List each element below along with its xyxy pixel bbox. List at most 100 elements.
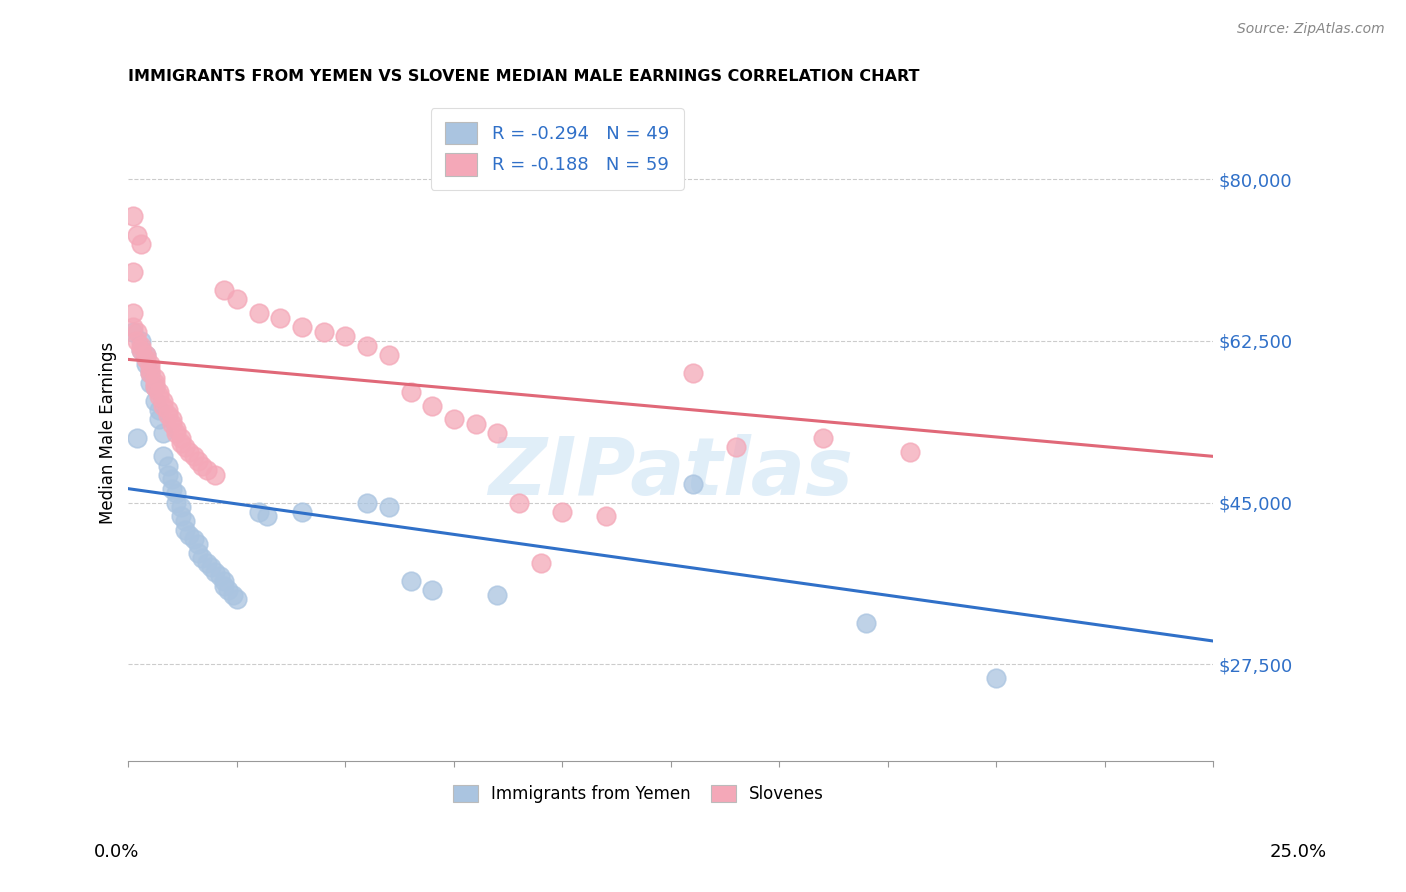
Point <box>195 463 218 477</box>
Point <box>160 482 183 496</box>
Point <box>131 343 153 358</box>
Point <box>156 458 179 473</box>
Point <box>148 389 170 403</box>
Point <box>121 265 143 279</box>
Text: 0.0%: 0.0% <box>94 843 139 861</box>
Point <box>986 671 1008 685</box>
Point <box>187 546 209 560</box>
Point <box>152 450 174 464</box>
Point <box>169 509 191 524</box>
Point <box>443 412 465 426</box>
Point <box>139 357 162 371</box>
Point <box>121 320 143 334</box>
Y-axis label: Median Male Earnings: Median Male Earnings <box>100 343 117 524</box>
Point <box>139 361 162 376</box>
Point <box>148 412 170 426</box>
Point <box>682 477 704 491</box>
Point <box>139 376 162 390</box>
Point <box>187 454 209 468</box>
Point <box>127 431 149 445</box>
Text: ZIPatlas: ZIPatlas <box>488 434 853 512</box>
Point <box>139 366 162 380</box>
Point <box>191 458 214 473</box>
Point <box>152 399 174 413</box>
Point <box>595 509 617 524</box>
Point <box>121 210 143 224</box>
Point <box>208 569 231 583</box>
Point <box>165 486 187 500</box>
Point <box>855 615 877 630</box>
Point <box>399 574 422 588</box>
Text: IMMIGRANTS FROM YEMEN VS SLOVENE MEDIAN MALE EARNINGS CORRELATION CHART: IMMIGRANTS FROM YEMEN VS SLOVENE MEDIAN … <box>128 69 920 84</box>
Point <box>179 528 201 542</box>
Point <box>269 310 291 325</box>
Point <box>127 325 149 339</box>
Point <box>204 565 226 579</box>
Point <box>169 500 191 515</box>
Point <box>135 348 157 362</box>
Point <box>195 556 218 570</box>
Point <box>165 426 187 441</box>
Text: 25.0%: 25.0% <box>1270 843 1326 861</box>
Point <box>247 306 270 320</box>
Point <box>165 495 187 509</box>
Point <box>156 403 179 417</box>
Point <box>212 574 235 588</box>
Point <box>156 408 179 422</box>
Point <box>217 583 239 598</box>
Point <box>121 325 143 339</box>
Point <box>131 237 153 252</box>
Point <box>530 556 553 570</box>
Point <box>212 283 235 297</box>
Point <box>291 320 314 334</box>
Point <box>226 293 249 307</box>
Point <box>148 384 170 399</box>
Point <box>256 509 278 524</box>
Point <box>143 376 166 390</box>
Point <box>356 338 378 352</box>
Legend: Immigrants from Yemen, Slovenes: Immigrants from Yemen, Slovenes <box>444 777 832 812</box>
Point <box>356 495 378 509</box>
Point <box>226 592 249 607</box>
Point <box>169 435 191 450</box>
Point <box>127 227 149 242</box>
Point <box>183 533 205 547</box>
Point <box>131 334 153 348</box>
Point <box>725 440 748 454</box>
Point <box>179 444 201 458</box>
Point <box>165 422 187 436</box>
Point <box>135 357 157 371</box>
Point <box>191 551 214 566</box>
Point <box>378 500 401 515</box>
Point <box>508 495 530 509</box>
Point <box>160 412 183 426</box>
Point <box>169 431 191 445</box>
Point <box>204 467 226 482</box>
Point <box>399 384 422 399</box>
Point <box>143 371 166 385</box>
Point <box>148 403 170 417</box>
Point <box>160 473 183 487</box>
Point <box>131 343 153 358</box>
Text: Source: ZipAtlas.com: Source: ZipAtlas.com <box>1237 22 1385 37</box>
Point <box>160 417 183 431</box>
Point <box>420 399 443 413</box>
Point <box>143 394 166 409</box>
Point <box>682 366 704 380</box>
Point <box>174 514 197 528</box>
Point <box>486 426 509 441</box>
Point <box>127 334 149 348</box>
Point <box>135 352 157 367</box>
Point <box>247 505 270 519</box>
Point <box>143 380 166 394</box>
Point <box>131 338 153 352</box>
Point <box>156 467 179 482</box>
Point <box>174 523 197 537</box>
Point <box>811 431 834 445</box>
Point <box>420 583 443 598</box>
Point <box>152 426 174 441</box>
Point <box>183 450 205 464</box>
Point <box>121 306 143 320</box>
Point <box>378 348 401 362</box>
Point <box>464 417 486 431</box>
